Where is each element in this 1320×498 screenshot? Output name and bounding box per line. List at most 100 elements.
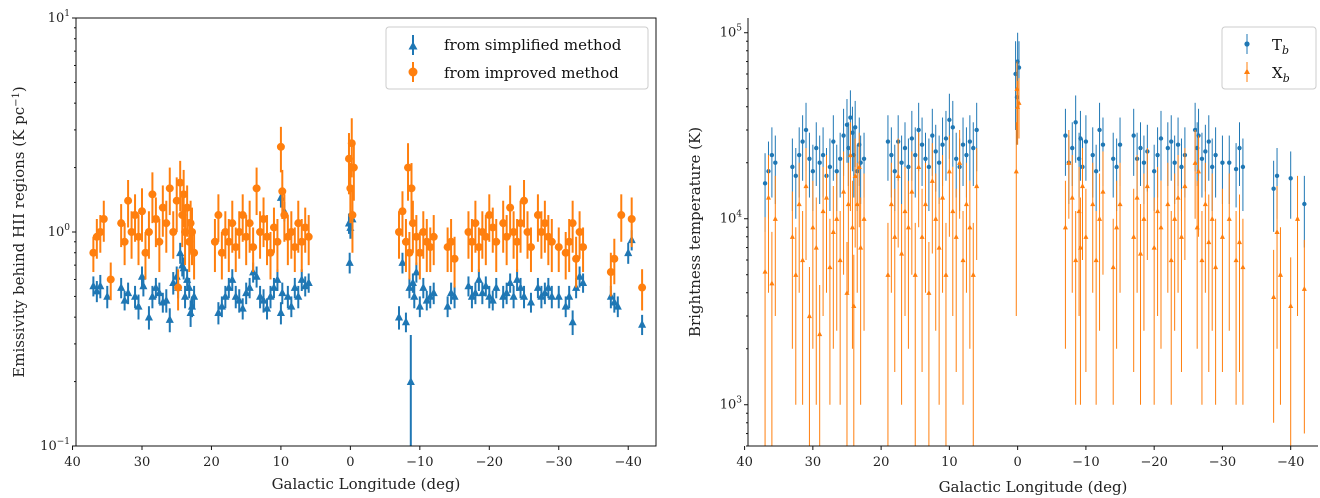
left-y-axis-label-main: Emissivity behind HII regions (K pc [10, 107, 28, 378]
data-point [960, 142, 966, 147]
data-point [297, 237, 306, 246]
data-point [513, 274, 522, 283]
data-point [1063, 133, 1068, 138]
data-point [568, 219, 577, 228]
data-point [162, 219, 171, 228]
data-point [579, 243, 588, 252]
data-point [1155, 152, 1160, 158]
data-point [228, 219, 237, 228]
data-point [1100, 188, 1106, 194]
x-tick-label: 10 [941, 455, 958, 470]
data-point [572, 254, 581, 263]
y-tick-label-exp: 4 [736, 210, 742, 220]
data-point [259, 295, 268, 304]
data-point [1062, 224, 1068, 230]
data-point [151, 215, 160, 224]
data-point [846, 145, 851, 151]
data-point [301, 223, 310, 232]
data-point [841, 188, 847, 194]
data-point [276, 142, 285, 151]
x-tick-label: −30 [1209, 455, 1236, 470]
data-point [117, 283, 126, 291]
data-point [502, 232, 511, 241]
data-point [259, 215, 268, 224]
data-point [627, 215, 636, 224]
data-point [523, 228, 532, 236]
data-point [488, 223, 497, 232]
data-point [820, 152, 826, 158]
data-point [1158, 224, 1164, 230]
data-point [617, 211, 626, 220]
data-point [1069, 194, 1075, 200]
data-point [1196, 168, 1202, 174]
data-point [610, 254, 619, 263]
data-point [762, 268, 768, 274]
x-tick-label: 10 [273, 455, 290, 470]
right-x-axis: 40 30 20 10 0 −10 −20 −30 −40 [736, 446, 1304, 470]
data-point [162, 295, 171, 304]
data-point [858, 244, 864, 250]
data-point [964, 152, 969, 158]
data-point [960, 257, 966, 263]
data-point [485, 211, 494, 220]
data-point [190, 248, 199, 257]
data-point [852, 173, 858, 178]
right-legend-marker-xb [1244, 62, 1250, 82]
data-point [419, 228, 428, 236]
data-point [294, 219, 303, 228]
y-tick-label: 100 [48, 223, 71, 240]
x-tick-label: −40 [614, 455, 641, 470]
data-point [1172, 160, 1177, 165]
data-point [217, 301, 226, 310]
data-point [516, 219, 525, 228]
left-legend-marker-improved [408, 62, 418, 82]
data-point [1271, 294, 1277, 299]
data-point [278, 288, 287, 297]
data-point [214, 211, 223, 220]
data-point [1013, 168, 1019, 174]
data-point [807, 156, 812, 161]
data-point [1288, 176, 1293, 181]
data-point [950, 125, 955, 130]
data-point [1097, 215, 1103, 221]
data-point [474, 274, 483, 283]
y-tick-label-exp: −1 [57, 437, 70, 447]
data-point [262, 303, 272, 312]
data-point [450, 291, 459, 300]
data-point [1288, 303, 1294, 308]
data-point [249, 243, 258, 252]
data-point [398, 207, 407, 216]
left-legend: from simplified method from improved met… [385, 26, 649, 90]
data-point [1240, 264, 1246, 270]
data-point [831, 139, 836, 144]
data-point [790, 164, 795, 170]
data-point [1114, 164, 1119, 170]
data-point [540, 288, 549, 297]
data-point [1236, 239, 1243, 245]
left-y-axis-label-sup: −1 [11, 92, 22, 107]
data-point [1073, 257, 1079, 263]
data-point [1233, 166, 1239, 172]
data-point [1078, 136, 1083, 141]
data-point [443, 301, 452, 310]
data-point [144, 312, 153, 321]
x-tick-label: 30 [805, 455, 822, 470]
data-point [137, 207, 146, 216]
data-point [1302, 201, 1307, 207]
data-point [1083, 139, 1089, 144]
data-point [89, 281, 98, 290]
y-tick-label-base: 10 [40, 439, 57, 454]
data-point [228, 274, 237, 283]
x-tick-label: 20 [873, 455, 890, 470]
data-point [844, 289, 850, 295]
data-point [1168, 257, 1174, 263]
data-point [266, 248, 275, 257]
data-point [954, 156, 959, 161]
data-point [916, 127, 921, 133]
data-point [902, 145, 908, 151]
x-tick-label: 40 [736, 455, 753, 470]
data-point [1277, 271, 1283, 277]
data-point [499, 219, 508, 228]
data-point [943, 271, 949, 277]
data-point [1073, 120, 1078, 125]
